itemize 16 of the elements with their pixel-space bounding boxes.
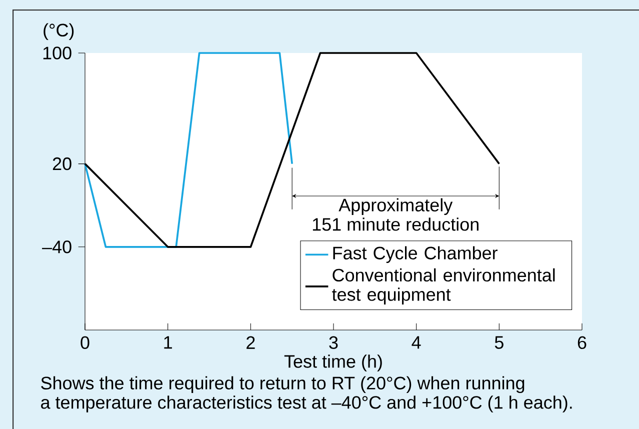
y-tick-label: 100 [43, 46, 72, 60]
annotation: Approximately 151 minute reduction [312, 198, 478, 231]
text: Shows the time required to return to RT (20°C) when running a temperature characteristics test at –40°C and +100°C (1 h each). [41, 376, 572, 412]
x-tick-label: 2 [246, 336, 255, 349]
x-tick-label: 6 [578, 336, 586, 349]
y-tick-label: –40 [42, 240, 72, 254]
y-tick-label: 20 [52, 157, 72, 170]
legend-label: Conventional environmental test equipment [332, 268, 555, 304]
legend-label: Fast Cycle Chamber [333, 246, 498, 264]
x-tick-label: 5 [494, 336, 504, 349]
y-axis-title: (°C) [44, 23, 74, 40]
x-tick-label: 1 [164, 336, 172, 349]
x-axis-title: Test time (h) [284, 354, 382, 372]
x-tick-label: 4 [412, 336, 421, 349]
x-tick-label: 3 [329, 336, 338, 349]
x-tick-label: 0 [80, 336, 90, 349]
